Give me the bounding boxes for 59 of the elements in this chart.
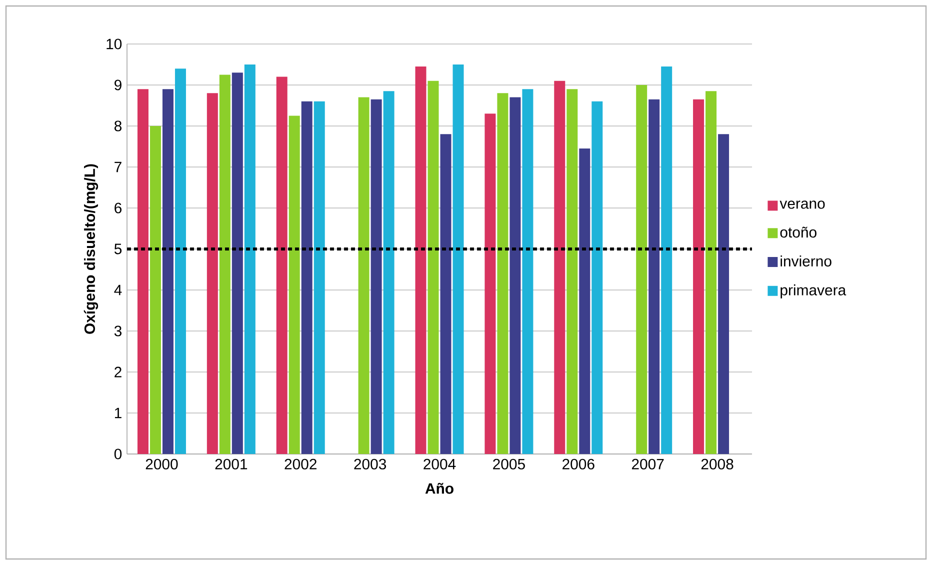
bar: [661, 66, 672, 454]
x-tick-label: 2006: [562, 458, 594, 470]
bar: [162, 89, 174, 454]
x-axis-title: Año: [425, 482, 454, 494]
legend-label: otoño: [780, 226, 816, 238]
bar: [358, 97, 370, 454]
bar: [206, 93, 218, 454]
bar: [288, 116, 300, 454]
x-tick-label: 2000: [146, 458, 178, 470]
bar: [636, 84, 648, 454]
legend-label: verano: [780, 200, 825, 209]
bar: [497, 93, 508, 454]
y-tick-label: 8: [114, 120, 122, 132]
bar: [693, 99, 704, 454]
bar: [452, 64, 464, 454]
y-tick-label: 9: [114, 80, 122, 90]
bar: [276, 76, 288, 454]
bar: [150, 126, 161, 454]
x-tick-label: 2001: [215, 458, 248, 470]
y-tick-label: 1: [114, 408, 122, 418]
bar: [579, 148, 590, 454]
bar: [415, 66, 426, 454]
bar: [484, 114, 496, 454]
bar: [718, 134, 730, 454]
bar: [219, 74, 230, 454]
bar: [648, 99, 660, 454]
y-tick-label: 7: [114, 162, 122, 172]
y-tick-label: 0: [114, 448, 122, 460]
bar: [592, 101, 603, 454]
y-tick-label: 6: [114, 202, 122, 214]
x-tick-label: 2003: [354, 458, 386, 470]
bar: [244, 64, 256, 454]
bar: [554, 80, 566, 454]
x-tick-label: 2002: [284, 458, 316, 470]
bar: [370, 99, 382, 454]
bar: [232, 72, 243, 454]
bar: [566, 89, 578, 454]
y-axis-title: Oxígeno disuelto/(mg/L): [84, 164, 98, 334]
bar: [174, 68, 186, 454]
y-tick-label: 10: [106, 38, 122, 50]
legend-label: invierno: [780, 256, 832, 266]
bar: [440, 134, 452, 454]
bar: [137, 89, 148, 454]
y-tick-label: 5: [114, 244, 122, 254]
bar: [314, 101, 325, 454]
bar: [706, 91, 717, 454]
x-tick-label: 2008: [701, 458, 734, 470]
bar: [510, 97, 521, 454]
y-tick-label: 2: [114, 366, 122, 378]
bar: [383, 91, 394, 454]
bar: [522, 89, 534, 454]
y-tick-label: 4: [114, 284, 122, 296]
x-tick-label: 2007: [632, 458, 664, 470]
bar: [301, 101, 312, 454]
legend-label: primavera: [780, 284, 846, 298]
bar: [428, 80, 439, 454]
x-tick-label: 2004: [424, 458, 456, 470]
x-tick-label: 2005: [493, 458, 525, 470]
y-tick-label: 3: [114, 326, 122, 336]
